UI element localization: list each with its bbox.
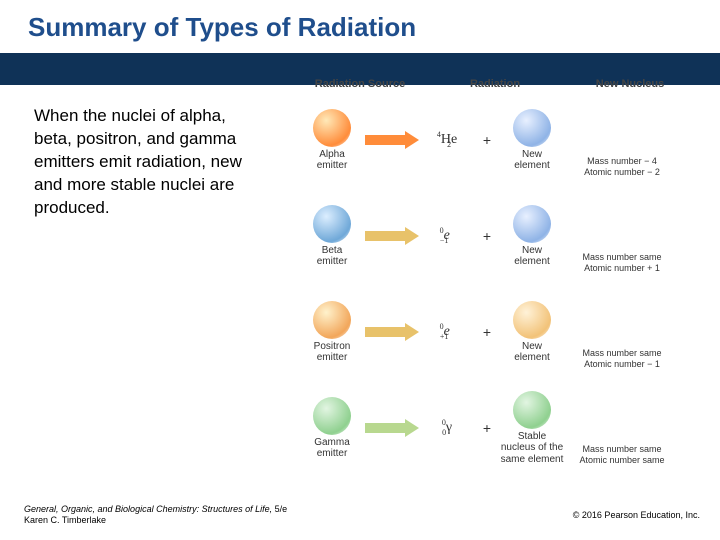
radiation-row: Positronemitter 0e+1 + Newelement Mass n…: [300, 288, 705, 376]
footer-copyright: © 2016 Pearson Education, Inc.: [573, 510, 700, 520]
footer-citation: General, Organic, and Biological Chemist…: [24, 504, 287, 527]
book-edition: 5/e: [275, 504, 288, 514]
mass-note: Mass number sameAtomic number same: [562, 444, 682, 472]
mass-note: Mass number − 4Atomic number − 2: [562, 156, 682, 184]
result-label: Newelement: [514, 245, 550, 268]
result-cell: Newelement: [496, 205, 568, 268]
mass-note: Mass number sameAtomic number − 1: [562, 348, 682, 376]
result-orb: [513, 109, 551, 147]
body-text: When the nuclei of alpha, beta, positron…: [34, 105, 264, 220]
emitter-label: Alphaemitter: [317, 149, 348, 171]
plus-sign: +: [478, 132, 496, 148]
particle-symbol: 4He2: [420, 132, 478, 148]
radiation-row: Alphaemitter 4He2 + Newelement Mass numb…: [300, 96, 705, 184]
book-author: Karen C. Timberlake: [24, 515, 106, 525]
plus-sign: +: [478, 228, 496, 244]
emitter-label: Gammaemitter: [314, 437, 350, 459]
result-orb: [513, 391, 551, 429]
emitter-label: Betaemitter: [317, 245, 348, 267]
result-orb: [513, 301, 551, 339]
result-orb: [513, 205, 551, 243]
radiation-row: Gammaemitter 0γ0 + Stablenucleus of thes…: [300, 384, 705, 472]
plus-sign: +: [478, 324, 496, 340]
col-source: Radiation Source: [300, 78, 420, 90]
emitter-cell: Alphaemitter: [300, 109, 364, 171]
radiation-diagram: Radiation Source Radiation New Nucleus A…: [300, 78, 705, 480]
col-radiation: Radiation: [420, 78, 570, 90]
arrow-icon: [364, 131, 420, 149]
emitter-cell: Gammaemitter: [300, 397, 364, 459]
emitter-cell: Positronemitter: [300, 301, 364, 363]
mass-note: Mass number sameAtomic number + 1: [562, 252, 682, 280]
result-cell: Newelement: [496, 301, 568, 364]
emitter-orb: [313, 205, 351, 243]
arrow-icon: [364, 323, 420, 341]
particle-symbol: 0e−1: [420, 228, 478, 244]
result-label: Stablenucleus of thesame element: [501, 431, 564, 466]
book-title: General, Organic, and Biological Chemist…: [24, 504, 272, 514]
result-label: Newelement: [514, 149, 550, 172]
result-cell: Newelement: [496, 109, 568, 172]
emitter-orb: [313, 397, 351, 435]
col-nucleus: New Nucleus: [570, 78, 690, 90]
radiation-row: Betaemitter 0e−1 + Newelement Mass numbe…: [300, 192, 705, 280]
result-cell: Stablenucleus of thesame element: [496, 391, 568, 466]
emitter-label: Positronemitter: [314, 341, 351, 363]
particle-symbol: 0γ0: [420, 420, 478, 436]
result-label: Newelement: [514, 341, 550, 364]
arrow-icon: [364, 419, 420, 437]
plus-sign: +: [478, 420, 496, 436]
emitter-orb: [313, 109, 351, 147]
emitter-cell: Betaemitter: [300, 205, 364, 267]
slide-title: Summary of Types of Radiation: [0, 0, 720, 53]
emitter-orb: [313, 301, 351, 339]
column-headers: Radiation Source Radiation New Nucleus: [300, 78, 705, 90]
arrow-icon: [364, 227, 420, 245]
particle-symbol: 0e+1: [420, 324, 478, 340]
